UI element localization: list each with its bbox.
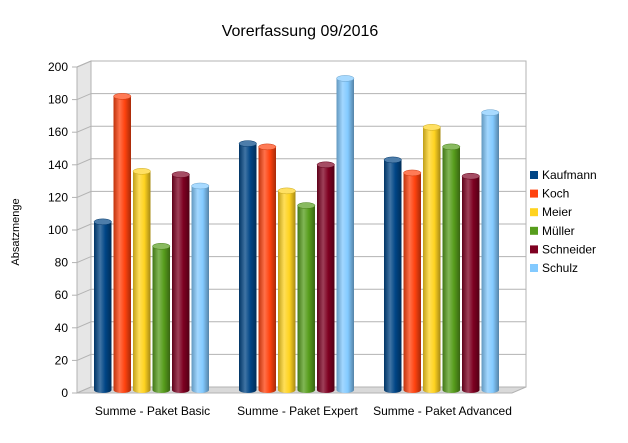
legend: Kaufmann Koch Meier Müller Schneider Schulz: [530, 168, 597, 275]
bar: [171, 171, 190, 393]
y-tick-label: 20: [55, 353, 69, 367]
legend-label: Kaufmann: [542, 168, 597, 182]
legend-label: Koch: [542, 187, 569, 201]
gridline: [76, 60, 526, 68]
x-axis-ticks: Summe - Paket Basic Summe - Paket Expert S…: [95, 404, 512, 418]
y-tick-label: 180: [48, 93, 68, 107]
gridline: [76, 158, 526, 166]
y-tick-label: 160: [48, 125, 68, 139]
bar: [297, 202, 316, 393]
legend-label: Meier: [542, 205, 572, 219]
gridline: [76, 93, 526, 101]
bar: [336, 75, 355, 393]
y-axis-ticks: 0 20 40 60 80 100 120 140 160 180 200: [48, 60, 77, 400]
chart-title: Vorerfassung 09/2016: [222, 23, 379, 40]
bar: [152, 243, 171, 393]
bar: [277, 187, 296, 393]
gridline: [76, 125, 526, 133]
gridline: [76, 321, 526, 329]
bar: [93, 218, 112, 393]
bar: [383, 156, 402, 393]
y-tick-label: 120: [48, 190, 68, 204]
gridlines: [76, 60, 526, 361]
x-tick-label: Summe - Paket Expert: [237, 404, 358, 418]
legend-label: Schulz: [542, 261, 578, 275]
y-axis-label: Absatzmenge: [10, 198, 22, 265]
bar: [481, 109, 500, 393]
bar: [422, 124, 441, 393]
x-tick-label: Summe - Paket Basic: [95, 404, 210, 418]
legend-swatch: [530, 226, 538, 235]
bars: [93, 75, 500, 393]
legend-label: Schneider: [542, 242, 596, 256]
y-tick-label: 0: [61, 386, 68, 400]
y-tick-label: 100: [48, 223, 68, 237]
bar: [316, 161, 335, 393]
bar: [191, 182, 210, 393]
y-tick-label: 140: [48, 158, 68, 172]
legend-swatch: [530, 208, 538, 217]
gridline: [76, 223, 526, 231]
gridline: [76, 256, 526, 264]
y-tick-label: 60: [55, 288, 69, 302]
legend-label: Müller: [542, 224, 575, 238]
bar: [403, 169, 422, 393]
y-tick-label: 200: [48, 60, 68, 74]
bar: [461, 172, 480, 393]
bar: [258, 143, 277, 393]
y-tick-label: 80: [55, 256, 69, 270]
legend-swatch: [530, 171, 538, 179]
bar: [132, 168, 151, 393]
gridline: [76, 288, 526, 296]
gridline: [76, 353, 526, 361]
legend-swatch: [530, 245, 538, 254]
x-tick-label: Summe - Paket Advanced: [373, 404, 512, 418]
y-tick-label: 40: [55, 321, 69, 335]
gridline: [76, 190, 526, 198]
legend-swatch: [530, 189, 538, 198]
legend-swatch: [530, 264, 538, 272]
bar: [113, 93, 132, 393]
bar: [442, 143, 461, 393]
bar: [238, 140, 257, 393]
